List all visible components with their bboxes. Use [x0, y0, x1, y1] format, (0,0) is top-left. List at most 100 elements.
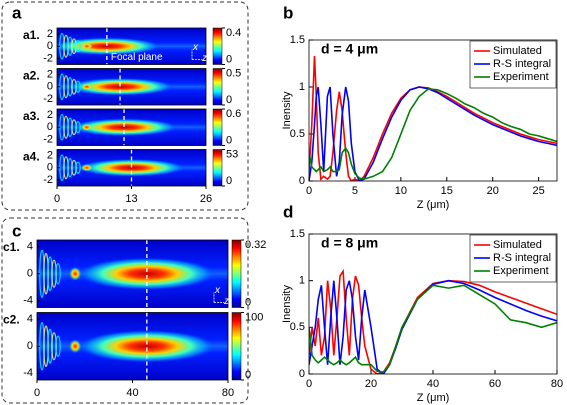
y-tick-label: 1	[299, 275, 305, 287]
series-line	[309, 55, 557, 181]
legend-label: Experiment	[493, 265, 549, 277]
near-field-spot	[80, 123, 93, 131]
subpanel-label: c2.	[3, 313, 20, 327]
x-tick-label: 80	[222, 387, 234, 399]
colorbar	[231, 239, 242, 308]
axis-glyph: z	[223, 296, 229, 307]
panel-label: d	[283, 202, 293, 221]
near-field-fringe	[55, 263, 61, 285]
y-tick-label: 2	[47, 68, 53, 80]
y-tick-label: 0	[47, 162, 53, 174]
axis-glyph: x	[214, 285, 221, 296]
near-field-spot	[80, 42, 93, 50]
y-tick-label: 1.5	[290, 228, 305, 240]
legend-label: Experiment	[493, 71, 549, 83]
y-tick-label: 2	[47, 109, 53, 121]
subpanel-label: c1.	[3, 240, 20, 254]
chart-title: d = 4 μm	[321, 41, 378, 57]
subpanel-label: a4.	[23, 150, 40, 164]
beam	[70, 118, 178, 137]
y-tick-label: 0	[47, 121, 53, 133]
colorbar	[212, 149, 223, 187]
x-axis-label: Z (μm)	[417, 199, 450, 211]
colorbar-tick-label: 0.5	[226, 67, 241, 79]
series-line	[309, 86, 557, 181]
y-tick-label: 0	[27, 340, 33, 352]
panel-label: a	[12, 3, 22, 22]
panel-frame	[1, 217, 249, 404]
y-tick-label: -2	[43, 174, 53, 186]
y-tick-label: 0	[47, 81, 53, 93]
x-tick-label: 0	[54, 193, 60, 205]
beam	[78, 330, 216, 363]
y-tick-label: 0.5	[290, 321, 305, 333]
legend-label: Simulated	[493, 45, 542, 57]
x-tick-label: 20	[365, 378, 377, 390]
near-field-fringe	[75, 80, 81, 93]
axis-glyph-arrows	[213, 292, 224, 303]
y-tick-label: -4	[23, 367, 33, 379]
x-tick-label: 0	[306, 378, 312, 390]
x-tick-label: 60	[489, 378, 501, 390]
y-tick-label: -2	[43, 133, 53, 145]
x-tick-label: 40	[126, 387, 138, 399]
colorbar-tick-label: 0	[226, 134, 232, 146]
colorbar-tick-label: 100	[245, 311, 263, 323]
colorbar-tick-label: 0	[245, 369, 251, 381]
y-tick-label: -2	[43, 52, 53, 64]
near-field-fringe	[75, 161, 81, 174]
beam	[77, 158, 186, 177]
y-axis-label: Inensity	[281, 91, 293, 129]
y-tick-label: 1	[299, 81, 305, 93]
legend-label: Simulated	[493, 239, 542, 251]
y-axis-label: Inensity	[281, 285, 293, 323]
annotation: Focal plane	[111, 52, 163, 63]
y-tick-label: 0	[47, 40, 53, 52]
colorbar	[231, 312, 242, 381]
colorbar-tick-label: 0.4	[226, 27, 241, 39]
series-line	[309, 268, 557, 374]
colorbar-tick-label: 0	[226, 53, 232, 65]
beam	[78, 257, 216, 290]
near-field-fringe	[55, 335, 61, 357]
beam	[57, 37, 161, 56]
colorbar-tick-label: 0.6	[226, 108, 241, 120]
beam	[66, 77, 174, 96]
heatmap-image	[57, 68, 206, 105]
colorbar-tick-label: 0.32	[245, 239, 266, 251]
plot-frame	[308, 39, 558, 182]
y-tick-label: 0.5	[290, 128, 305, 140]
y-tick-label: 4	[27, 241, 33, 253]
x-tick-label: 80	[551, 378, 563, 390]
colorbar	[212, 108, 223, 146]
colorbar-tick-label: 53	[226, 148, 238, 160]
near-field-spot	[80, 83, 93, 91]
panel-frame	[1, 1, 249, 211]
panel-label: c	[12, 221, 21, 240]
axis-glyph: z	[201, 53, 207, 64]
y-tick-label: -2	[43, 93, 53, 105]
y-tick-label: 2	[47, 149, 53, 161]
legend-label: R-S integral	[493, 252, 551, 264]
x-tick-label: 26	[200, 193, 212, 205]
colorbar-tick-label: 0	[226, 175, 232, 187]
heatmap-image	[37, 240, 228, 308]
subpanel-label: a1.	[23, 28, 40, 42]
chart-title: d = 8 μm	[321, 235, 378, 251]
y-tick-label: 1.5	[290, 34, 305, 46]
plot-frame	[308, 233, 558, 375]
x-tick-label: 25	[533, 185, 545, 197]
x-tick-label: 13	[125, 193, 137, 205]
subpanel-label: a2.	[23, 69, 40, 83]
axis-glyph-arrows	[191, 49, 202, 60]
x-tick-label: 10	[395, 185, 407, 197]
series-line	[309, 279, 557, 374]
heatmap-image	[37, 312, 228, 380]
near-field-spot	[69, 339, 82, 353]
near-field-spot	[69, 267, 82, 281]
x-tick-label: 40	[427, 378, 439, 390]
legend-label: R-S integral	[493, 58, 551, 70]
y-tick-label: 0	[299, 368, 305, 380]
y-tick-label: 2	[47, 28, 53, 40]
